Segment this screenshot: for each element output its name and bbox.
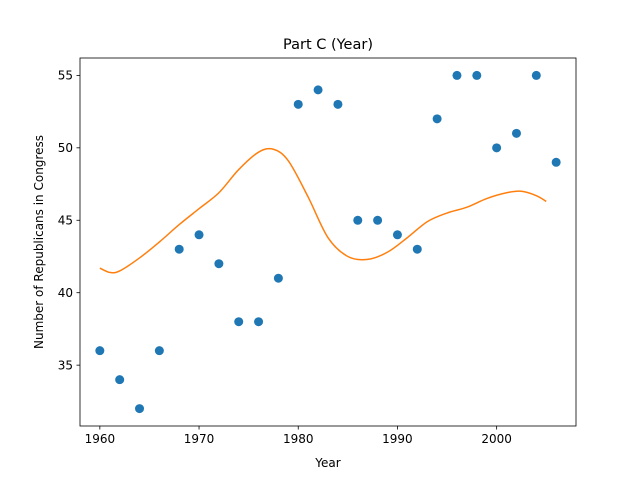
y-tick-label: 35 bbox=[58, 358, 73, 372]
scatter-point bbox=[234, 317, 244, 327]
scatter-point bbox=[472, 70, 482, 80]
chart-title: Part C (Year) bbox=[283, 37, 373, 53]
scatter-point bbox=[293, 99, 303, 109]
plot-area: 1960 1970 1980 1990 2000 35 40 45 50 55 bbox=[58, 57, 577, 446]
scatter-point bbox=[95, 346, 105, 356]
scatter-point bbox=[432, 114, 442, 124]
y-axis-label: Number of Republicans in Congress bbox=[32, 135, 46, 349]
y-tick-label: 50 bbox=[58, 141, 73, 155]
x-tick-label: 1990 bbox=[382, 432, 413, 446]
scatter-point bbox=[214, 259, 224, 269]
fit-line bbox=[99, 147, 547, 274]
scatter-point bbox=[392, 230, 402, 240]
x-tick-label: 1960 bbox=[85, 432, 116, 446]
scatter-point bbox=[531, 70, 541, 80]
scatter-point bbox=[353, 215, 363, 225]
scatter-point bbox=[551, 157, 561, 167]
scatter-point bbox=[313, 85, 323, 95]
y-tick-label: 55 bbox=[58, 69, 73, 83]
x-axis-label: Year bbox=[314, 456, 340, 470]
scatter-point bbox=[492, 143, 502, 153]
scatter-point bbox=[412, 244, 422, 254]
scatter-point bbox=[174, 244, 184, 254]
x-tick-label: 1970 bbox=[184, 432, 215, 446]
scatter-point bbox=[373, 215, 383, 225]
scatter-point bbox=[333, 99, 343, 109]
scatter-point bbox=[511, 128, 521, 138]
y-tick-label: 40 bbox=[58, 286, 73, 300]
plot-frame bbox=[79, 57, 577, 427]
y-tick-label: 45 bbox=[58, 214, 73, 228]
x-tick-label: 2000 bbox=[481, 432, 512, 446]
scatter-point bbox=[194, 230, 204, 240]
scatter-point bbox=[154, 346, 164, 356]
scatter-point bbox=[273, 273, 283, 283]
scatter-point bbox=[135, 404, 145, 414]
scatter-point bbox=[115, 375, 125, 385]
scatter-point bbox=[254, 317, 264, 327]
x-tick-label: 1980 bbox=[283, 432, 314, 446]
scatter-point bbox=[452, 70, 462, 80]
